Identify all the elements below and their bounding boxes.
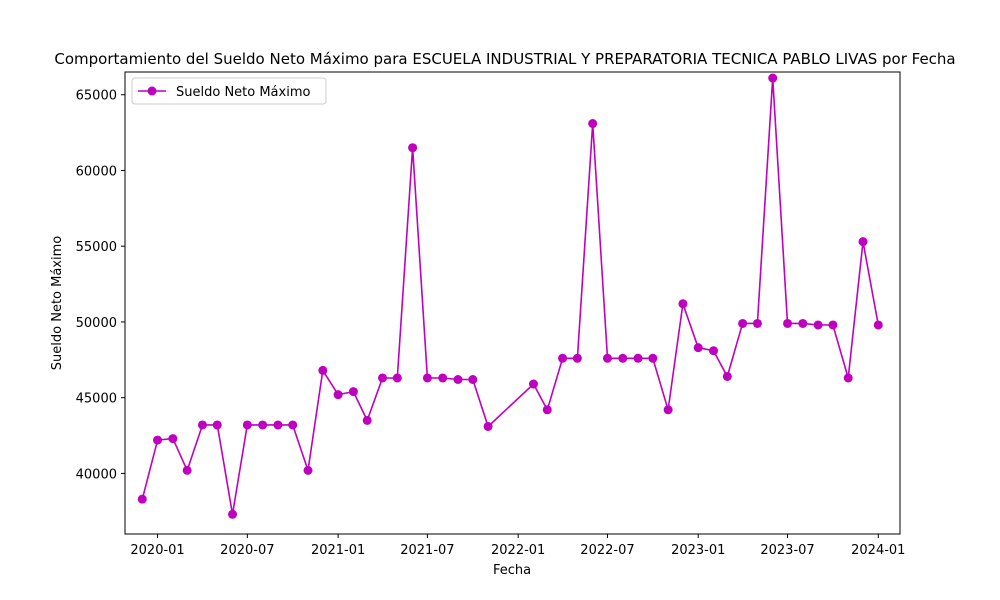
data-point — [648, 353, 658, 363]
data-point — [288, 420, 298, 430]
legend-label: Sueldo Neto Máximo — [176, 85, 310, 100]
x-tick-label: 2024-01 — [851, 543, 905, 558]
data-point — [693, 343, 703, 353]
data-point — [333, 390, 343, 400]
x-tick-label: 2022-01 — [491, 543, 545, 558]
data-point — [588, 119, 598, 129]
data-point — [528, 379, 538, 389]
data-point — [843, 373, 853, 383]
data-point — [752, 318, 762, 328]
data-point — [768, 73, 778, 83]
data-point — [602, 353, 612, 363]
data-point — [468, 374, 478, 384]
data-point — [858, 237, 868, 247]
x-tick-label: 2021-07 — [400, 543, 454, 558]
legend-box — [131, 77, 327, 105]
data-point — [362, 415, 372, 425]
data-point — [738, 318, 748, 328]
data-point — [438, 373, 448, 383]
chart-title: Comportamiento del Sueldo Neto Máximo pa… — [54, 50, 955, 68]
data-point — [378, 373, 388, 383]
data-point — [483, 421, 493, 431]
legend-marker — [147, 86, 157, 96]
data-point — [422, 373, 432, 383]
x-tick-label: 2020-07 — [220, 543, 274, 558]
legend: Sueldo Neto Máximo — [131, 77, 327, 105]
y-tick-label: 55000 — [76, 240, 117, 255]
x-tick-label: 2023-01 — [671, 543, 725, 558]
data-point — [453, 374, 463, 384]
data-point — [813, 320, 823, 330]
data-point — [783, 318, 793, 328]
data-point — [572, 353, 582, 363]
x-axis-label: Fecha — [493, 563, 531, 578]
data-point — [542, 405, 552, 415]
y-axis-label: Sueldo Neto Máximo — [50, 236, 65, 370]
y-tick-label: 50000 — [76, 316, 117, 331]
y-tick-label: 60000 — [76, 164, 117, 179]
data-point — [242, 420, 252, 430]
data-point — [392, 373, 402, 383]
series-layer — [137, 73, 883, 519]
data-point — [722, 371, 732, 381]
data-point — [197, 420, 207, 430]
data-point — [618, 353, 628, 363]
data-point — [873, 320, 883, 330]
x-tick-label: 2023-07 — [760, 543, 814, 558]
data-point — [273, 420, 283, 430]
y-tick-label: 65000 — [76, 89, 117, 104]
data-point — [798, 318, 808, 328]
data-point — [153, 435, 163, 445]
y-tick-label: 45000 — [76, 392, 117, 407]
data-point — [558, 353, 568, 363]
y-tick-label: 40000 — [76, 467, 117, 482]
data-point — [348, 387, 358, 397]
x-tick-label: 2020-01 — [130, 543, 184, 558]
data-point — [709, 346, 719, 356]
data-point — [408, 143, 418, 153]
data-point — [258, 420, 268, 430]
data-point — [318, 365, 328, 375]
data-point — [303, 465, 313, 475]
data-point — [663, 405, 673, 415]
data-point — [633, 353, 643, 363]
data-point — [212, 420, 222, 430]
x-tick-label: 2021-01 — [311, 543, 365, 558]
data-point — [168, 434, 178, 444]
y-axis: 40000 45000 50000 55000 60000 65000 — [76, 89, 125, 482]
data-point — [182, 465, 192, 475]
data-point — [828, 320, 838, 330]
data-point — [137, 494, 147, 504]
data-point — [228, 509, 238, 519]
x-tick-label: 2022-07 — [580, 543, 634, 558]
data-point — [678, 299, 688, 309]
plot-area — [124, 71, 901, 535]
x-axis: 2020-01 2020-07 2021-01 2021-07 2022-01 2022-… — [130, 534, 905, 558]
